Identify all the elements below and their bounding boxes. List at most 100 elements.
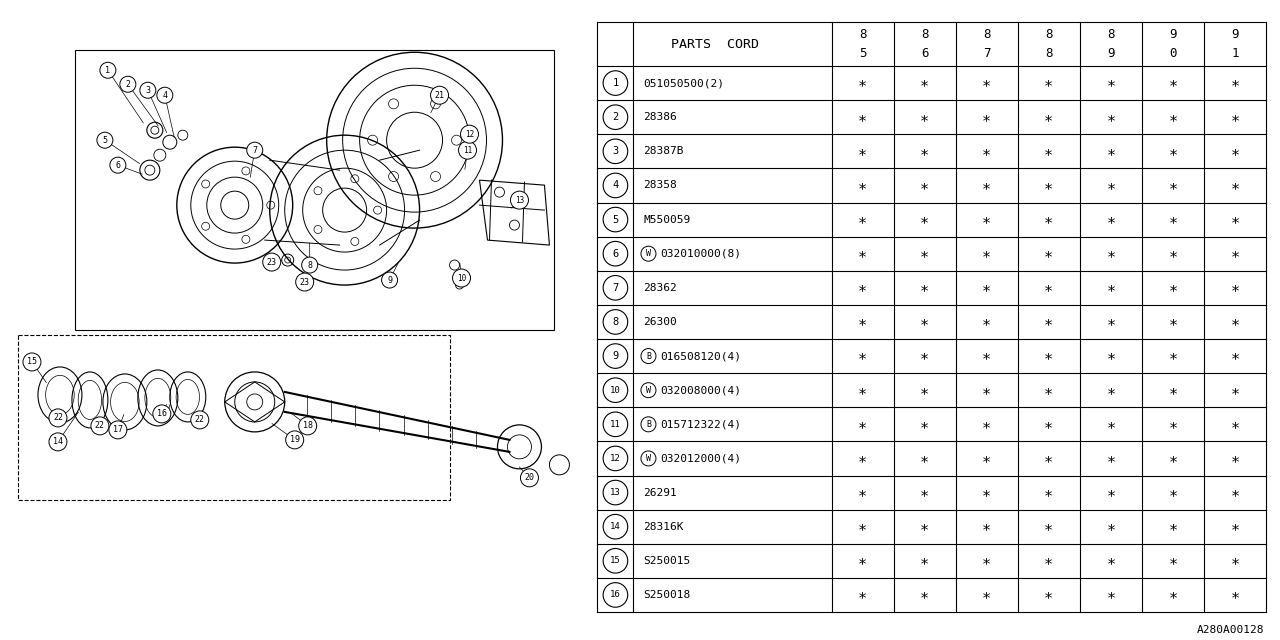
Text: ∗: ∗ [1169,144,1178,159]
Text: ∗: ∗ [982,280,991,295]
Text: ∗: ∗ [982,383,991,397]
Text: 8: 8 [612,317,618,327]
Text: PARTS  CORD: PARTS CORD [671,38,759,51]
Text: ∗: ∗ [920,383,929,397]
Text: ∗: ∗ [1044,280,1053,295]
Text: ∗: ∗ [982,109,991,125]
Text: ∗: ∗ [1230,280,1239,295]
Text: ∗: ∗ [920,246,929,261]
Text: ∗: ∗ [1169,246,1178,261]
Text: 10: 10 [611,386,621,395]
Text: 3: 3 [612,147,618,156]
Text: ∗: ∗ [1230,417,1239,432]
Text: ∗: ∗ [1230,451,1239,466]
Text: ∗: ∗ [1230,485,1239,500]
Text: ∗: ∗ [1230,178,1239,193]
Circle shape [152,405,170,423]
Text: ∗: ∗ [1106,144,1115,159]
Text: 7: 7 [983,47,991,60]
Text: ∗: ∗ [920,519,929,534]
Text: ∗: ∗ [920,144,929,159]
Text: ∗: ∗ [1230,554,1239,568]
Text: 9: 9 [1107,47,1115,60]
Text: 6: 6 [115,161,120,170]
Circle shape [285,431,303,449]
Circle shape [191,411,209,429]
Text: ∗: ∗ [1044,519,1053,534]
Text: ∗: ∗ [1169,417,1178,432]
Text: 22: 22 [95,421,105,430]
Text: ∗: ∗ [1169,280,1178,295]
Text: ∗: ∗ [1169,588,1178,602]
Text: 28386: 28386 [644,112,677,122]
Text: 8: 8 [1107,28,1115,41]
Text: ∗: ∗ [1044,451,1053,466]
Circle shape [298,417,316,435]
Text: ∗: ∗ [1106,76,1115,91]
Text: ∗: ∗ [1106,417,1115,432]
Text: W: W [646,386,652,395]
Text: 11: 11 [463,146,472,155]
Circle shape [458,141,476,159]
Text: ∗: ∗ [1044,485,1053,500]
Text: ∗: ∗ [1230,519,1239,534]
Circle shape [120,76,136,92]
Text: ∗: ∗ [982,76,991,91]
Text: B: B [646,351,652,360]
Text: 16: 16 [611,591,621,600]
Text: 20: 20 [525,474,535,483]
Circle shape [91,417,109,435]
Text: ∗: ∗ [1169,349,1178,364]
Text: ∗: ∗ [1169,451,1178,466]
Text: ∗: ∗ [1169,178,1178,193]
Text: 032010000(8): 032010000(8) [660,249,741,259]
Text: 5: 5 [102,136,108,145]
Text: ∗: ∗ [1169,383,1178,397]
Text: ∗: ∗ [858,212,868,227]
Text: S250015: S250015 [644,556,691,566]
Text: 28358: 28358 [644,180,677,191]
Text: 17: 17 [113,426,123,435]
Text: 9: 9 [1231,28,1239,41]
Text: ∗: ∗ [1106,383,1115,397]
Text: ∗: ∗ [1044,417,1053,432]
Text: ∗: ∗ [1106,554,1115,568]
Text: ∗: ∗ [1230,314,1239,330]
Text: 10: 10 [457,273,466,282]
Text: 21: 21 [434,91,444,100]
Text: ∗: ∗ [982,588,991,602]
Text: 9: 9 [612,351,618,361]
Text: ∗: ∗ [920,349,929,364]
Text: ∗: ∗ [1044,144,1053,159]
Text: ∗: ∗ [858,417,868,432]
Circle shape [262,253,280,271]
Text: ∗: ∗ [1169,212,1178,227]
Text: 8: 8 [307,260,312,269]
Text: ∗: ∗ [1169,519,1178,534]
Text: ∗: ∗ [1106,588,1115,602]
Text: M550059: M550059 [644,214,691,225]
Text: 4: 4 [612,180,618,191]
Text: ∗: ∗ [858,76,868,91]
Circle shape [511,191,529,209]
Text: ∗: ∗ [982,246,991,261]
Text: ∗: ∗ [1169,109,1178,125]
Text: ∗: ∗ [858,246,868,261]
Text: 28362: 28362 [644,283,677,293]
Circle shape [49,409,67,427]
Text: ∗: ∗ [1044,383,1053,397]
Text: 032008000(4): 032008000(4) [660,385,741,395]
Text: ∗: ∗ [1106,280,1115,295]
Text: 18: 18 [302,421,312,430]
Text: ∗: ∗ [858,588,868,602]
Text: ∗: ∗ [1044,212,1053,227]
Text: ∗: ∗ [1169,314,1178,330]
Text: ∗: ∗ [858,280,868,295]
Text: ∗: ∗ [1230,349,1239,364]
Text: 5: 5 [859,47,867,60]
Text: 13: 13 [611,488,621,497]
Text: ∗: ∗ [1106,314,1115,330]
Text: ∗: ∗ [1106,109,1115,125]
Text: 11: 11 [611,420,621,429]
Text: ∗: ∗ [982,485,991,500]
